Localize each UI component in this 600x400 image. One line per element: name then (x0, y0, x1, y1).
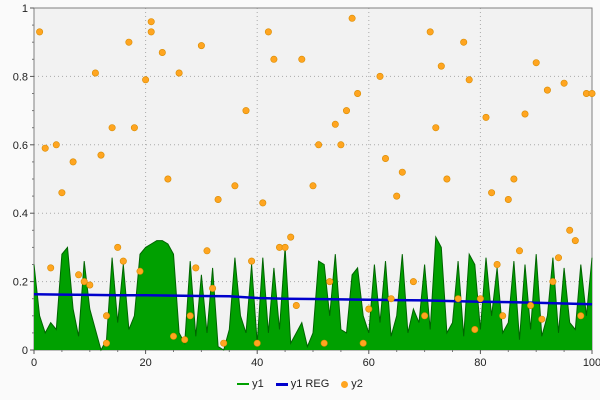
svg-text:80: 80 (474, 357, 486, 369)
y1-line-marker-icon (237, 383, 250, 385)
svg-text:0.6: 0.6 (13, 140, 28, 152)
legend-label-y1: y1 (252, 378, 264, 390)
chart-legend: y1 y1 REG y2 (0, 372, 600, 396)
svg-text:100: 100 (583, 357, 600, 369)
svg-text:60: 60 (363, 357, 375, 369)
legend-item-y1-reg: y1 REG (275, 378, 330, 390)
svg-text:1: 1 (22, 3, 28, 15)
svg-text:20: 20 (139, 357, 151, 369)
svg-text:0: 0 (31, 357, 37, 369)
svg-text:0.8: 0.8 (13, 71, 28, 83)
svg-text:0.4: 0.4 (13, 208, 28, 220)
legend-item-y2: y2 (341, 378, 363, 390)
y1-reg-line-marker-icon (275, 382, 288, 386)
svg-text:0.2: 0.2 (13, 277, 28, 289)
y2-dot-marker-icon (341, 380, 349, 388)
legend-label-y2: y2 (351, 378, 363, 390)
svg-text:0: 0 (22, 345, 28, 357)
chart-plot: 0 0.2 0.4 0.6 0.8 1 0 20 40 60 80 100 (13, 3, 600, 369)
legend-label-y1-reg: y1 REG (290, 378, 330, 390)
legend-item-y1: y1 (237, 378, 264, 390)
svg-text:40: 40 (251, 357, 263, 369)
